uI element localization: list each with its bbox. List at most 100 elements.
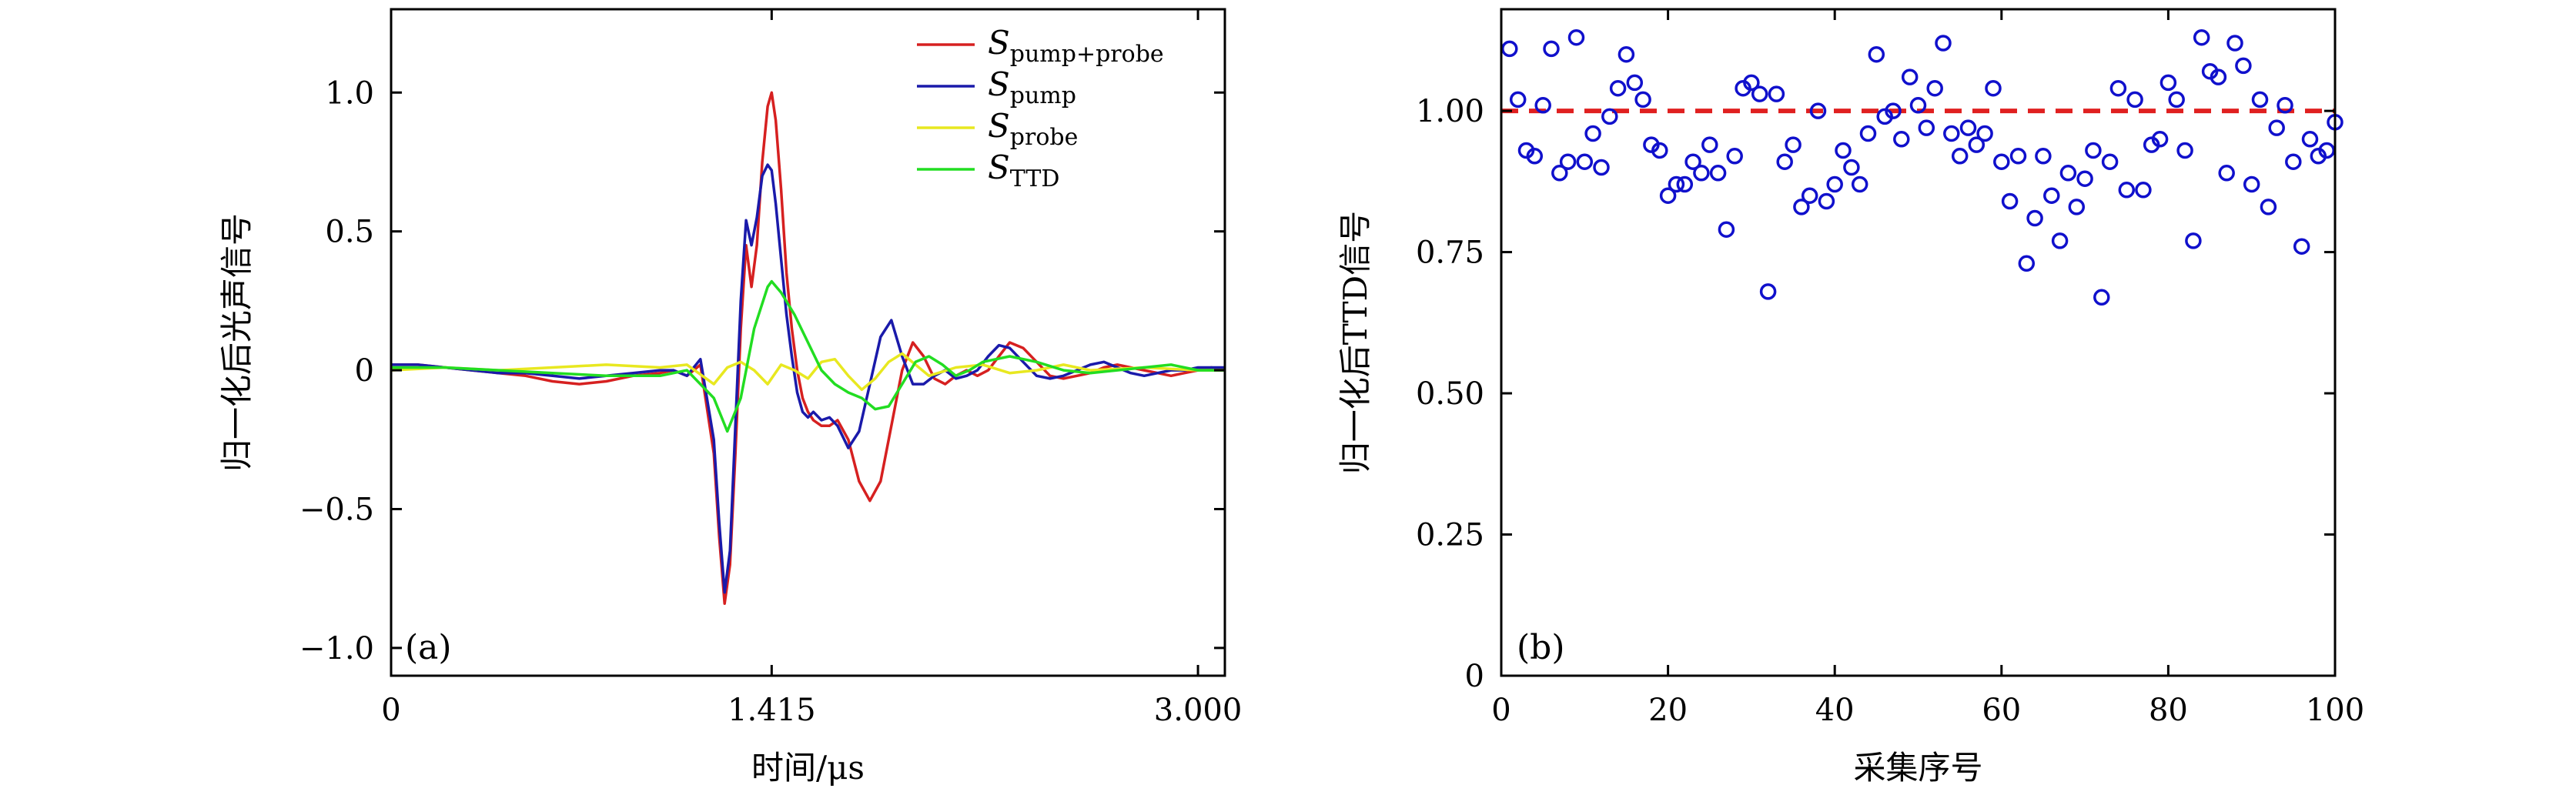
panel-b-point-51 [1926, 79, 1943, 97]
panel-b-ticks: 0 20 40 60 80 100 0 0.25 0.50 0.75 1.00 [1416, 9, 2364, 728]
panel-b-point-48 [1901, 68, 1919, 85]
panel-b-point-67 [2059, 165, 2077, 182]
panel-a-y-tick-label-0: −1.0 [299, 631, 374, 666]
panel-a-y-tick-label-2: 0 [355, 353, 374, 389]
panel-b-point-55 [1959, 119, 1977, 136]
panel-b-point-18 [1651, 142, 1668, 159]
panel-b-point-53 [1943, 125, 1960, 142]
panel-b-point-66 [2051, 232, 2069, 249]
panel-b-point-40 [1835, 142, 1852, 159]
panel-b-point-13 [1609, 79, 1627, 97]
panel-b-point-5 [1543, 40, 1560, 58]
panel-b-point-46 [1885, 102, 1902, 119]
panel-b-point-83 [2193, 28, 2210, 46]
panel-b-point-30 [1751, 85, 1768, 102]
panel-b-point-58 [1985, 79, 2002, 97]
panel-b-point-71 [2093, 289, 2110, 306]
panel-b-x-axis-title: 采集序号 [1853, 749, 1982, 787]
panel-b-point-11 [1593, 159, 1610, 176]
panel-b-point-94 [2285, 153, 2302, 170]
panel-b-y-tick-label-3: 0.75 [1416, 235, 1484, 271]
panel-b-point-61 [2009, 148, 2027, 165]
panel-b-point-75 [2126, 91, 2143, 109]
panel-b-point-39 [1826, 175, 1843, 193]
panel-b-point-64 [2035, 148, 2052, 165]
panel-b-x-tick-label-2: 40 [1815, 693, 1855, 728]
panel-b-label: (b) [1517, 628, 1565, 667]
panel-b-point-37 [1809, 102, 1827, 119]
panel-b-point-20 [1668, 175, 1685, 193]
legend-entry-main-1: S [988, 65, 1010, 103]
panel-b-point-22 [1684, 153, 1701, 170]
panel-b-y-tick-label-1: 0.25 [1416, 518, 1484, 553]
legend-entry-sub-3: TTD [1010, 165, 1060, 192]
panel-b-point-79 [2159, 74, 2177, 92]
panel-b-point-73 [2109, 79, 2127, 97]
panel-b-point-69 [2076, 170, 2093, 187]
panel-b-point-29 [1743, 74, 1760, 92]
legend-entry-main-2: S [988, 107, 1010, 145]
panel-a-plot-frame [390, 8, 1226, 677]
panel-a-y-tick-label-1: −0.5 [299, 493, 374, 528]
panel-b-point-85 [2210, 68, 2227, 85]
panel-a-series-line-ttd [391, 279, 1225, 433]
panel-b-point-3 [1526, 148, 1544, 165]
panel-b-point-35 [1793, 199, 1810, 215]
panel-b-point-24 [1701, 136, 1718, 153]
legend-entry-3: STTD [988, 149, 1059, 192]
panel-b-point-43 [1859, 125, 1877, 142]
panel-b-point-89 [2243, 175, 2260, 193]
panel-a-y-tick-label-4: 1.0 [325, 75, 374, 111]
panel-b-point-14 [1618, 45, 1635, 63]
panel-b-point-7 [1559, 153, 1577, 170]
panel-a-series-line-probe [390, 352, 1225, 392]
panel-b-x-tick-label-1: 20 [1648, 693, 1688, 728]
panel-b-point-98 [2318, 142, 2335, 159]
panel-a-ticks: 0 1.415 3.000 −1.0 −0.5 0 0.5 1.0 [299, 9, 1242, 728]
legend-entry-sub-2: probe [1010, 124, 1079, 151]
panel-b-point-21 [1676, 175, 1694, 193]
panel-a-x-tick-label-0: 0 [381, 693, 400, 728]
panel-a-x-tick-label-1: 1.415 [728, 693, 816, 728]
panel-b-point-26 [1718, 221, 1735, 238]
panel-b-point-59 [1993, 153, 2010, 170]
panel-b-point-19 [1659, 187, 1677, 204]
panel-b-point-4 [1534, 97, 1551, 114]
panel-a-x-axis-title: 时间/μs [751, 749, 865, 787]
legend-entry-sub-1: pump [1010, 82, 1076, 109]
panel-b-point-36 [1801, 187, 1818, 204]
panel-b-point-62 [2018, 255, 2036, 272]
panel-b-point-23 [1693, 165, 1710, 182]
legend-entry-2: Sprobe [988, 107, 1078, 151]
panel-b-point-93 [2277, 97, 2293, 114]
panel-b-point-50 [1918, 119, 1935, 136]
panel-b-point-87 [2226, 35, 2243, 52]
legend-entry-sub-0: pump+probe [1010, 41, 1164, 68]
panel-b-point-16 [1634, 91, 1651, 109]
panel-b-point-41 [1843, 159, 1860, 176]
panel-b-point-70 [2085, 142, 2102, 159]
panel-b-point-76 [2135, 182, 2152, 199]
panel-b-y-axis-title: 归一化后TTD信号 [1337, 211, 1374, 474]
panel-b-point-34 [1785, 136, 1802, 153]
panel-b-point-60 [2001, 192, 2019, 210]
panel-b-point-6 [1551, 165, 1568, 182]
panel-b-point-86 [2218, 165, 2235, 182]
panel-b-point-91 [2260, 199, 2277, 215]
panel-b-y-tick-label-4: 1.00 [1416, 94, 1484, 129]
panel-b-y-tick-label-2: 0.50 [1416, 376, 1484, 412]
panel-b-point-15 [1626, 74, 1644, 92]
panel-b-point-56 [1968, 136, 1986, 153]
panel-a-label: (a) [405, 628, 452, 667]
panel-a-chart: 0 1.415 3.000 −1.0 −0.5 0 0.5 1.0 (a) 时间/μs 归一化… [218, 8, 1242, 787]
panel-b-point-9 [1576, 153, 1594, 170]
panel-b-point-42 [1851, 175, 1868, 193]
panel-b-point-12 [1601, 108, 1618, 125]
panel-b-point-68 [2068, 199, 2086, 215]
panel-b-point-92 [2268, 119, 2285, 136]
legend-entry-main-3: S [988, 149, 1010, 186]
panel-b-point-63 [2026, 209, 2043, 227]
panel-b-point-1 [1509, 91, 1527, 109]
